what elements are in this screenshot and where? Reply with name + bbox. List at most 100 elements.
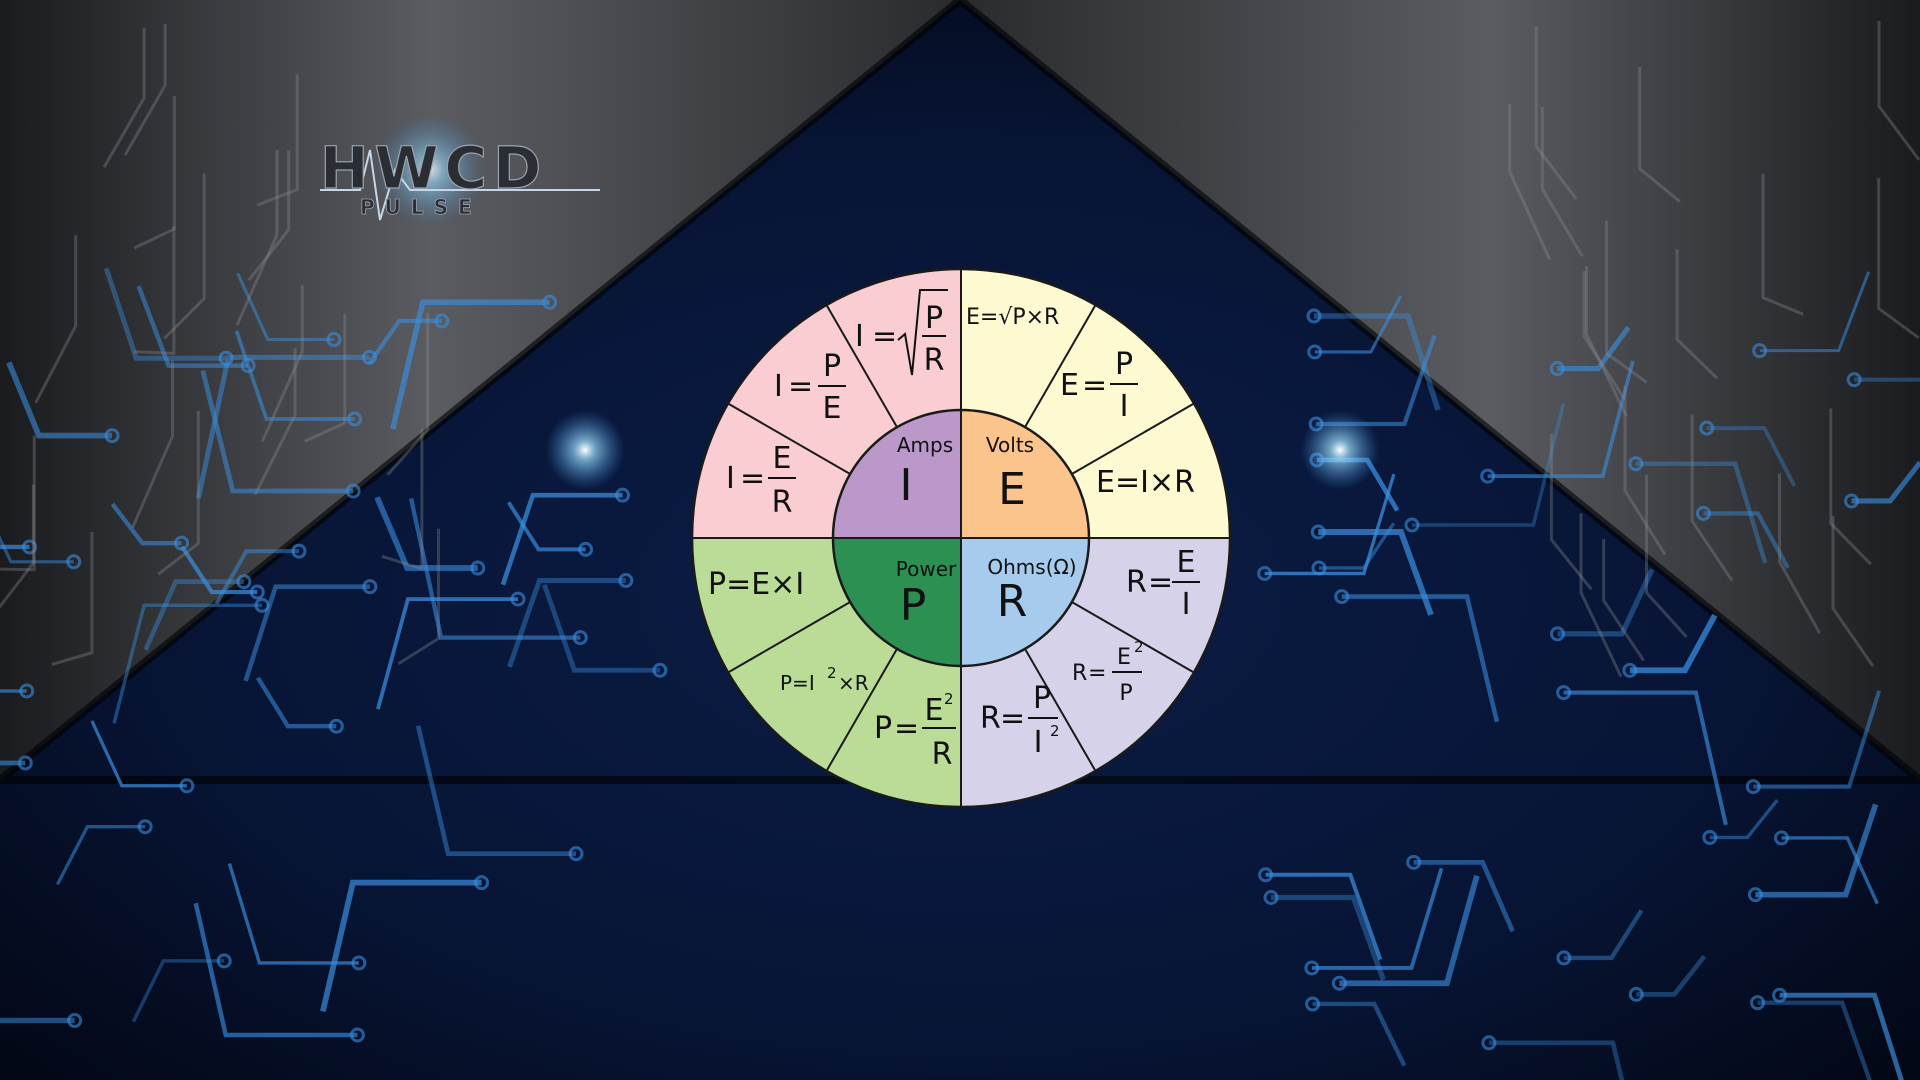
circuit-pad: [1306, 308, 1322, 324]
svg-text:E: E: [773, 441, 792, 476]
circuit-trace: [1271, 894, 1386, 981]
circuit-pad: [1549, 626, 1565, 642]
circuit-trace: [1829, 408, 1872, 566]
formula-e-sqrt-p-r: E=√P×R: [966, 305, 1059, 330]
circuit-trace: [1339, 874, 1480, 987]
circuit-pad: [652, 662, 668, 678]
svg-text:E: E: [1060, 368, 1079, 403]
circuit-trace: [1635, 461, 1768, 564]
circuit-trace: [415, 725, 577, 856]
circuit-trace: [397, 528, 440, 665]
circuit-trace: [367, 318, 442, 365]
circuit-trace: [180, 545, 258, 595]
svg-text:=: =: [1000, 701, 1025, 736]
amps-label: Amps: [897, 433, 953, 457]
wheel-divider: [1024, 648, 1097, 772]
svg-text:=: =: [872, 319, 897, 354]
circuit-pad: [1556, 685, 1572, 701]
wheel-divider: [1071, 601, 1195, 674]
circuit-trace: [256, 74, 299, 207]
circuit-trace: [1690, 414, 1734, 582]
circuit-trace: [1318, 522, 1396, 570]
circuit-pad: [328, 718, 344, 734]
circuit-pad: [22, 539, 38, 555]
formula-e-p-over-i: E = P I: [1060, 347, 1138, 424]
circuit-trace: [133, 226, 176, 355]
svg-text:2: 2: [1134, 638, 1144, 656]
circuit-pad: [1549, 361, 1565, 377]
svg-text:I: I: [855, 319, 864, 354]
circuit-trace: [408, 497, 581, 640]
circuit-trace: [200, 370, 354, 494]
wheel-divider: [1071, 402, 1195, 475]
circuit-trace: [376, 597, 518, 710]
circuit-pad: [1556, 950, 1572, 966]
circuit-trace: [234, 330, 355, 421]
circuit-trace: [1313, 313, 1441, 411]
svg-text:2: 2: [1050, 722, 1060, 740]
svg-text:R: R: [772, 485, 793, 520]
wheel-divider: [825, 648, 898, 772]
circuit-trace: [1488, 1040, 1625, 1080]
circuit-pad: [1699, 420, 1715, 436]
circuit-trace: [1645, 474, 1688, 639]
formula-e-i-times-r: E=I×R: [1096, 465, 1195, 500]
circuit-trace: [0, 1017, 75, 1024]
circuit-trace: [90, 720, 187, 788]
circuit-pad: [1702, 829, 1718, 845]
circuit-trace: [103, 267, 227, 361]
circuit-pad: [1263, 889, 1279, 905]
svg-text:E: E: [823, 391, 842, 426]
circuit-pad: [1258, 867, 1274, 883]
circuit-trace: [1636, 954, 1707, 997]
circuit-trace: [1753, 690, 1882, 789]
circuit-trace: [0, 544, 30, 550]
svg-text:=: =: [1088, 661, 1106, 686]
circuit-trace: [143, 579, 244, 651]
circuit-trace: [1779, 992, 1904, 1080]
svg-text:I: I: [1120, 389, 1129, 424]
formula-i-sqrt-p-over-r: I = P R: [855, 289, 948, 378]
circuit-pad: [174, 535, 190, 551]
circuit-trace: [260, 285, 304, 443]
circuit-trace: [320, 879, 482, 1013]
svg-text:×R: ×R: [838, 671, 869, 695]
circuit-pad: [1774, 830, 1790, 846]
svg-text:P=I: P=I: [780, 671, 815, 695]
formula-p-e2-over-r: P = E 2 R: [874, 690, 956, 772]
circuit-trace: [1413, 859, 1515, 933]
circuit-pad: [1310, 524, 1326, 540]
circuit-pad: [345, 483, 361, 499]
circuit-trace: [1487, 360, 1635, 478]
svg-text:2: 2: [827, 664, 837, 682]
circuit-pad: [291, 543, 307, 559]
power-symbol: P: [900, 580, 927, 631]
circuit-trace: [1311, 867, 1444, 970]
circuit-trace: [304, 314, 347, 443]
circuit-trace: [112, 603, 263, 724]
circuit-pad: [1480, 468, 1496, 484]
circuit-trace: [195, 354, 370, 499]
circuit-trace: [51, 531, 94, 666]
circuit-pad: [578, 541, 594, 557]
light-flare: [545, 410, 625, 490]
circuit-pad: [249, 584, 265, 600]
circuit-pad: [1404, 517, 1420, 533]
circuit-trace: [374, 496, 478, 571]
circuit-trace: [542, 583, 660, 673]
circuit-trace: [1675, 249, 1719, 380]
circuit-pad: [1481, 1035, 1497, 1051]
circuit-pad: [1304, 960, 1320, 976]
circuit-pad: [216, 953, 232, 969]
circuit-trace: [1623, 385, 1667, 556]
circuit-pad: [470, 560, 486, 576]
circuit-pad: [618, 572, 634, 588]
circuit-trace: [1341, 594, 1500, 723]
circuit-trace: [0, 484, 35, 609]
circuit-trace: [1265, 872, 1383, 961]
wheel-core-rim: [831, 408, 1091, 668]
circuit-trace: [1563, 909, 1644, 961]
svg-text:R: R: [1072, 661, 1087, 686]
wheel-divider: [727, 402, 851, 475]
circuit-pad: [104, 428, 120, 444]
